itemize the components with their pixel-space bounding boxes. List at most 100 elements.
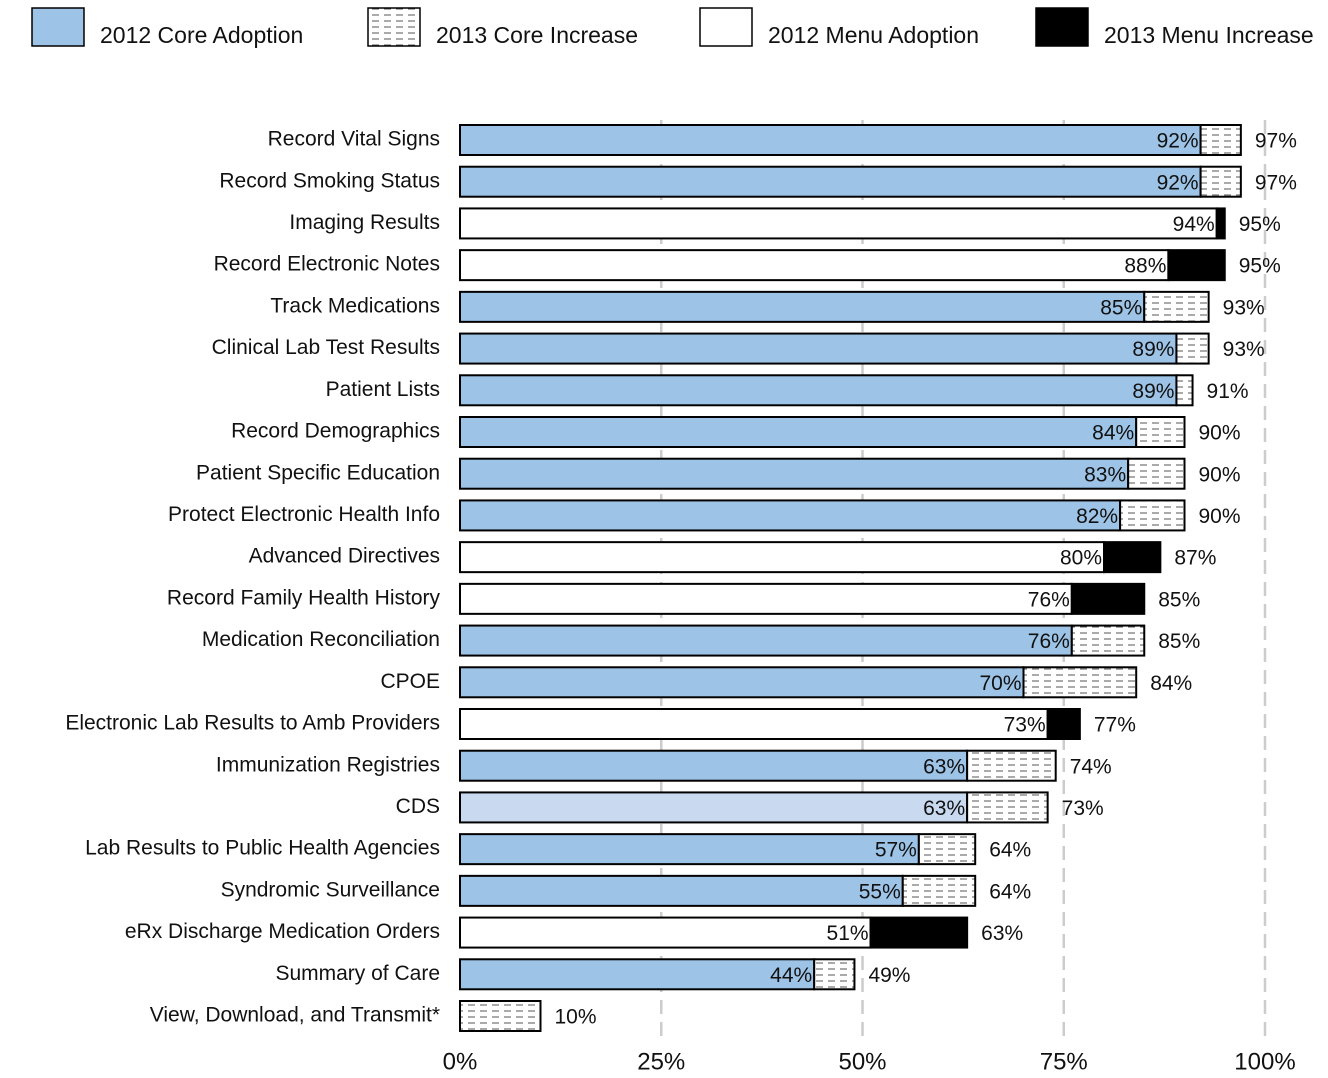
total-label: 74%	[1070, 755, 1112, 778]
bar-segment	[459, 290, 1146, 323]
value-label: 92%	[1157, 171, 1199, 194]
bar-segment	[459, 332, 1178, 365]
bar-segment	[1119, 499, 1186, 532]
y-tick-label: Immunization Registries	[216, 753, 440, 776]
legend-swatch	[367, 7, 421, 47]
bar-segment	[459, 207, 1218, 240]
bar-segment	[1199, 165, 1242, 198]
bar-segment	[1215, 207, 1226, 240]
total-label: 64%	[989, 839, 1031, 862]
y-tick-label: Advanced Directives	[249, 545, 440, 568]
total-label: 63%	[981, 922, 1023, 945]
bar-segment	[459, 541, 1105, 574]
y-tick-label: CDS	[396, 795, 440, 818]
total-label: 93%	[1223, 296, 1265, 319]
bar-segment	[1167, 249, 1226, 282]
y-tick-label: Electronic Lab Results to Amb Providers	[65, 712, 440, 735]
bar-segment	[966, 791, 1049, 824]
total-label: 64%	[989, 880, 1031, 903]
y-tick-label: Track Medications	[270, 294, 440, 317]
bar-segment	[459, 624, 1073, 657]
value-label: 94%	[1173, 213, 1215, 236]
value-label: 85%	[1100, 296, 1142, 319]
value-label: 83%	[1084, 463, 1126, 486]
value-label: 88%	[1124, 255, 1166, 278]
bar-segment	[459, 457, 1130, 490]
total-label: 85%	[1158, 630, 1200, 653]
bar-segment	[1127, 457, 1186, 490]
total-label: 85%	[1158, 588, 1200, 611]
bar-segment	[459, 582, 1073, 615]
bar-segment	[917, 833, 977, 866]
value-label: 51%	[827, 922, 869, 945]
value-label: 57%	[875, 839, 917, 862]
bar-segment	[459, 708, 1049, 740]
value-label: 44%	[770, 964, 812, 987]
value-label: 92%	[1157, 130, 1199, 153]
y-tick-label: Syndromic Surveillance	[221, 878, 440, 901]
bar-segment	[1135, 416, 1186, 448]
bar-segment	[459, 1000, 542, 1032]
y-tick-label: Record Family Health History	[167, 586, 441, 609]
bar-segment	[459, 874, 904, 907]
bar-segment	[901, 874, 977, 907]
bar-segment	[459, 124, 1202, 156]
value-label: 89%	[1132, 338, 1174, 361]
value-label: 76%	[1028, 588, 1070, 611]
y-tick-label: Protect Electronic Health Info	[168, 503, 440, 526]
bar-segment	[459, 249, 1170, 282]
total-label: 97%	[1255, 171, 1297, 194]
total-label: 10%	[555, 1006, 597, 1029]
y-tick-label: CPOE	[380, 670, 440, 693]
bar-segment	[1046, 708, 1081, 740]
bar-segment	[1070, 624, 1146, 657]
y-tick-label: Summary of Care	[275, 962, 440, 985]
legend-swatch	[1035, 7, 1089, 47]
total-label: 93%	[1223, 338, 1265, 361]
y-tick-label: Imaging Results	[289, 211, 440, 234]
total-label: 95%	[1239, 255, 1281, 278]
bar-segment	[459, 833, 920, 866]
bar-segment	[1143, 290, 1210, 323]
value-label: 84%	[1092, 422, 1134, 445]
y-tick-label: eRx Discharge Medication Orders	[125, 920, 440, 943]
bar-segment	[459, 416, 1138, 448]
total-label: 97%	[1255, 130, 1297, 153]
legend-swatch	[31, 7, 85, 47]
value-label: 80%	[1060, 547, 1102, 570]
total-label: 87%	[1174, 547, 1216, 570]
y-tick-label: Patient Specific Education	[196, 461, 440, 484]
y-tick-label: Record Smoking Status	[219, 169, 440, 192]
value-label: 55%	[859, 880, 901, 903]
value-label: 76%	[1028, 630, 1070, 653]
y-tick-label: Record Demographics	[231, 420, 440, 443]
bar-segment	[459, 499, 1122, 532]
total-label: 73%	[1062, 797, 1104, 820]
bar-segment	[459, 165, 1202, 198]
bar-segment	[1022, 666, 1138, 699]
y-tick-label: Lab Results to Public Health Agencies	[85, 837, 440, 860]
total-label: 77%	[1094, 714, 1136, 737]
y-tick-label: Record Electronic Notes	[214, 253, 440, 276]
total-label: 84%	[1150, 672, 1192, 695]
bar-segment	[869, 916, 969, 949]
value-label: 63%	[923, 755, 965, 778]
bar-segment	[813, 958, 856, 991]
x-tick-label: 75%	[1040, 1048, 1088, 1075]
y-tick-label: Medication Reconciliation	[202, 628, 440, 651]
y-tick-label: Patient Lists	[326, 378, 440, 401]
bar-segment	[1175, 332, 1210, 365]
bar-segment	[1070, 582, 1146, 615]
total-label: 90%	[1199, 422, 1241, 445]
bar-segment	[459, 916, 872, 949]
y-tick-label: Clinical Lab Test Results	[212, 336, 440, 359]
total-label: 95%	[1239, 213, 1281, 236]
bar-segment	[966, 749, 1057, 782]
value-label: 73%	[1004, 714, 1046, 737]
value-label: 82%	[1076, 505, 1118, 528]
x-tick-label: 25%	[637, 1048, 685, 1075]
legend-label: 2012 Core Adoption	[100, 22, 303, 48]
total-label: 90%	[1199, 463, 1241, 486]
